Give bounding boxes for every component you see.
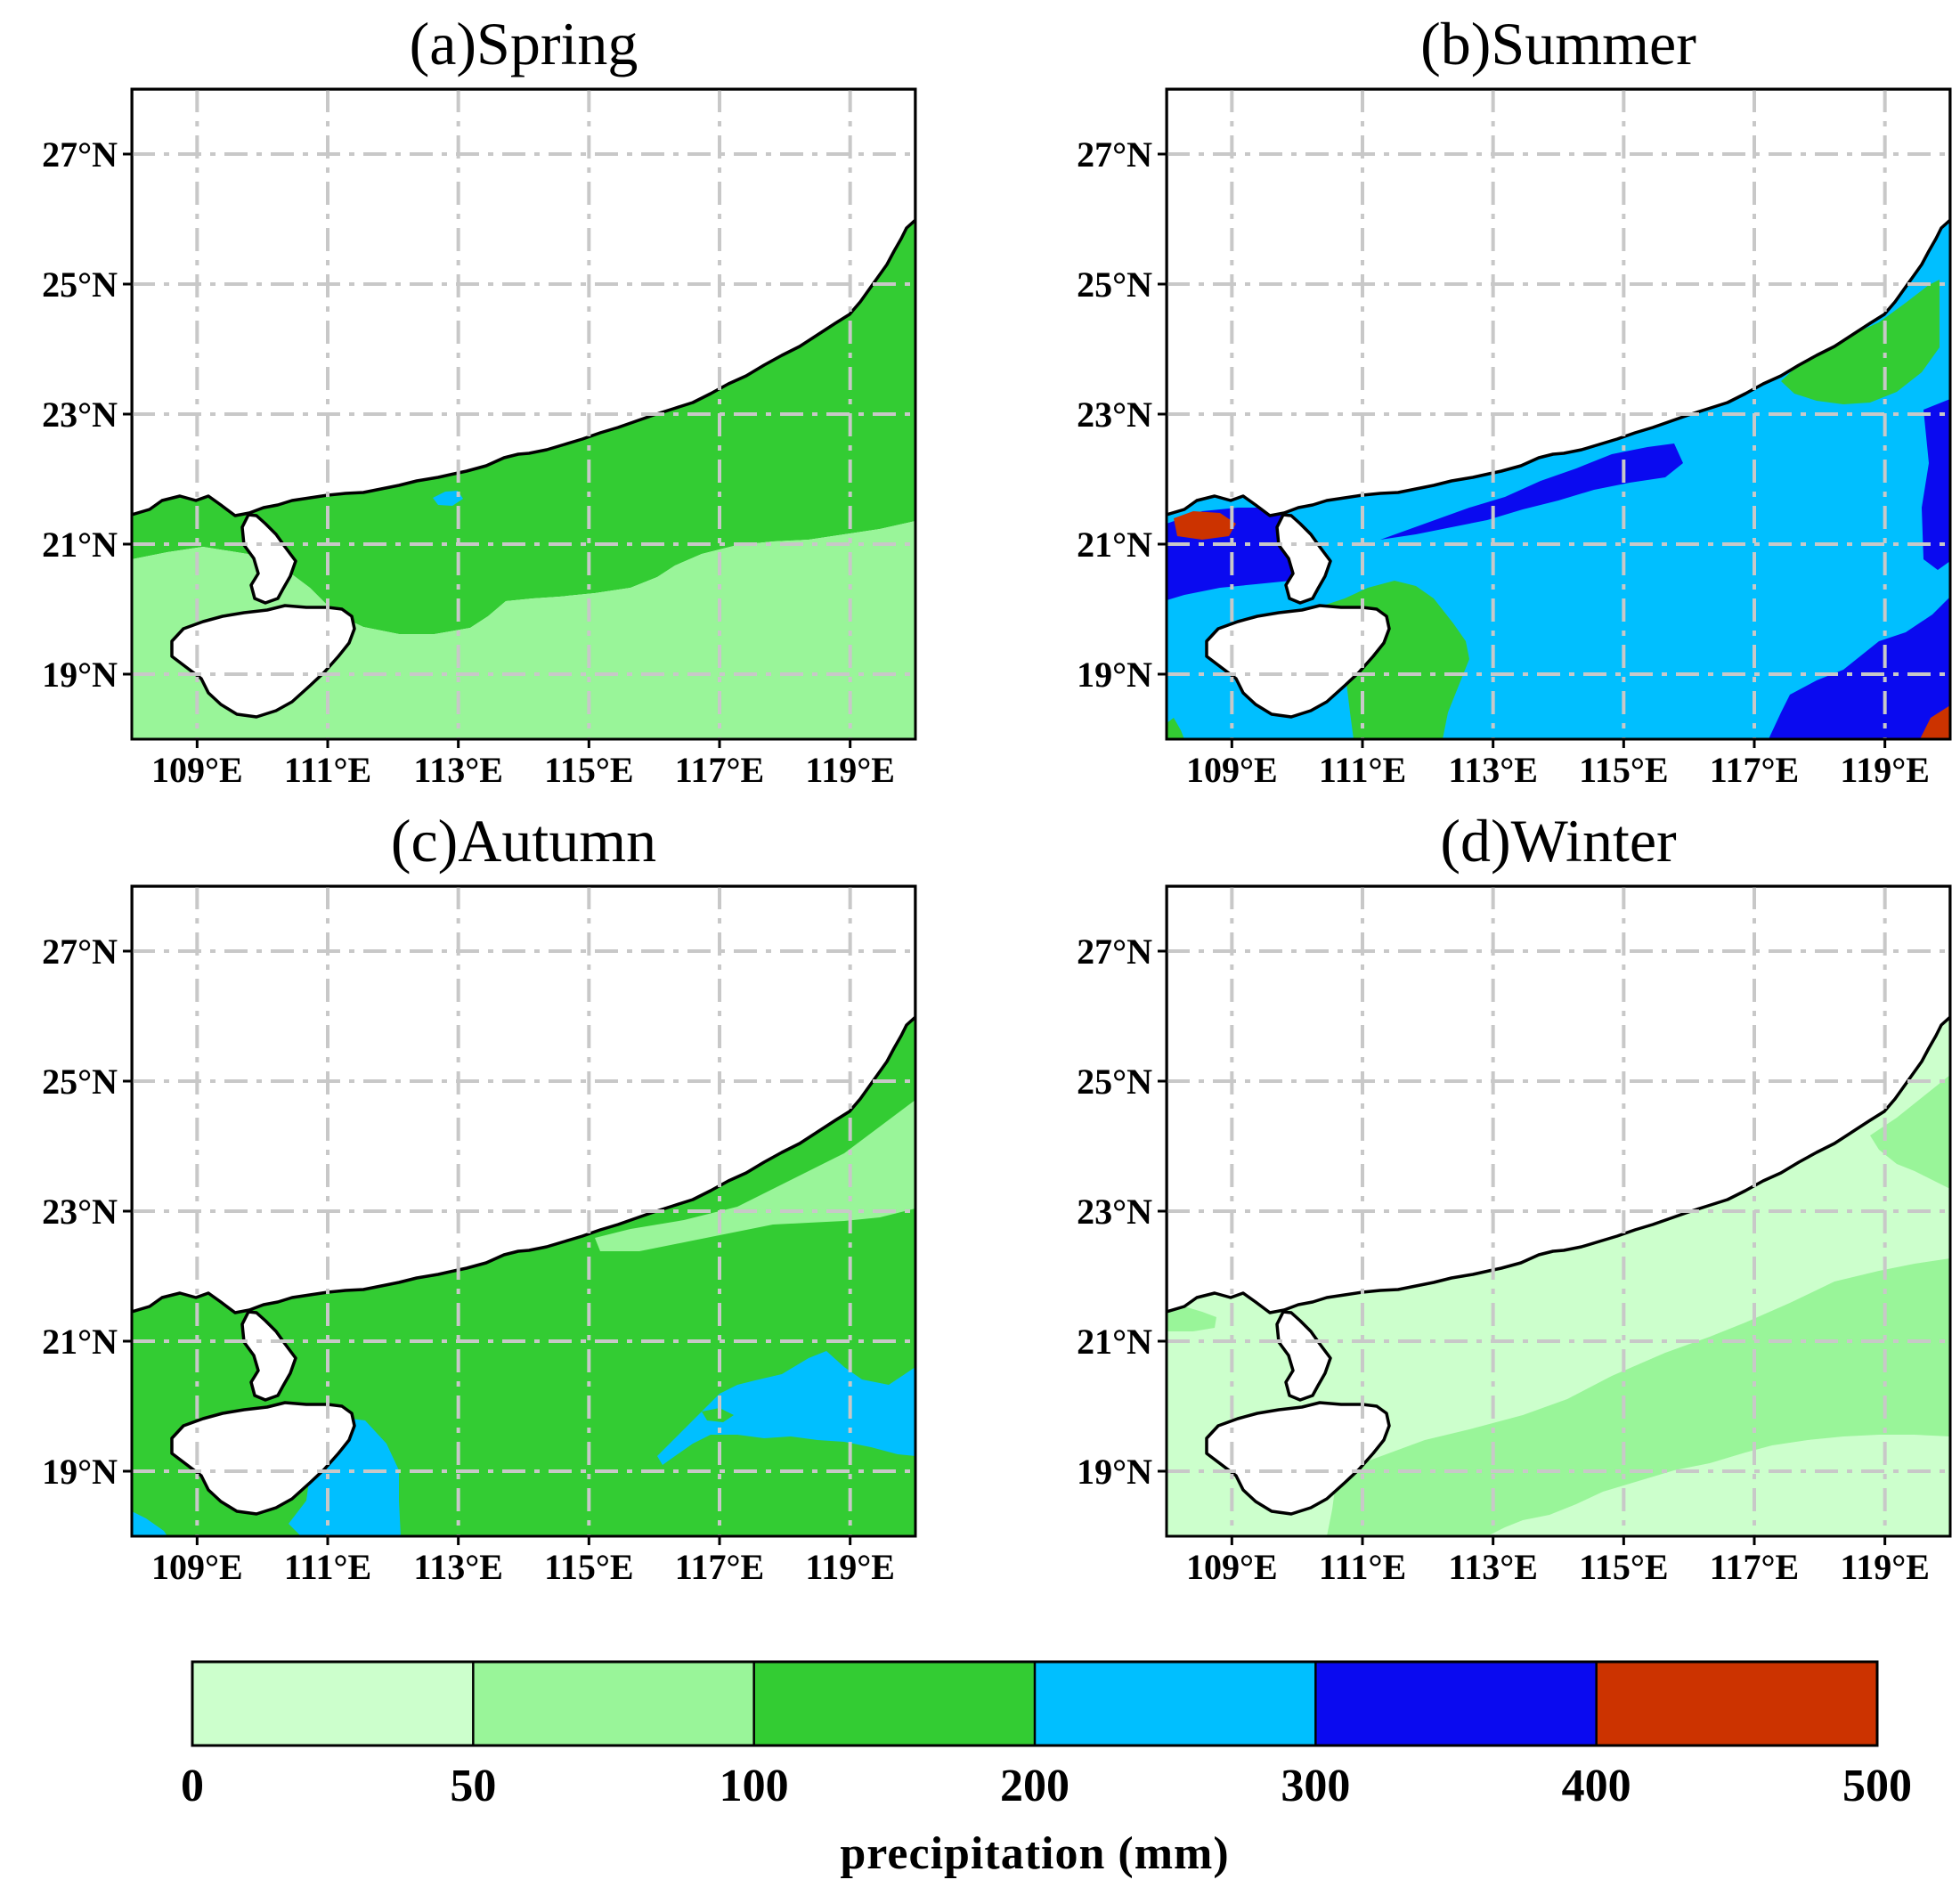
colorbar: 0 50 100 200 300 400 500 precipitation (mm)	[181, 1660, 1912, 1879]
lon-tick-label: 111°E	[284, 1547, 371, 1587]
lon-tick-label: 115°E	[1579, 750, 1668, 790]
lat-tick-label: 27°N	[1077, 134, 1152, 175]
lon-tick-label: 119°E	[1840, 1547, 1929, 1587]
colorbar-tick-label: 500	[1842, 1761, 1912, 1811]
precip-region	[595, 1100, 915, 1251]
lat-tick-label: 25°N	[1077, 264, 1152, 305]
lon-tick-label: 109°E	[1186, 750, 1278, 790]
precip-region	[1380, 443, 1683, 540]
lat-tick-label: 25°N	[42, 1062, 118, 1102]
precip-region	[1167, 718, 1184, 739]
colorbar-bin	[1035, 1662, 1316, 1745]
lat-tick-label: 21°N	[1077, 1322, 1152, 1362]
lon-tick-label: 111°E	[1319, 1547, 1406, 1587]
colorbar-bin	[192, 1662, 474, 1745]
lat-tick-label: 21°N	[42, 1322, 118, 1362]
colorbar-tick-label: 50	[450, 1761, 496, 1811]
colorbar-label: precipitation (mm)	[840, 1828, 1229, 1879]
lat-tick-label: 27°N	[42, 932, 118, 972]
lat-tick-label: 19°N	[42, 655, 118, 695]
map-panel: (a)Spring 109°E 111°E 113°E 115°E 117°E 119°E 2…	[42, 10, 917, 790]
lat-tick-label: 27°N	[42, 134, 118, 175]
lon-tick-label: 117°E	[1710, 1547, 1799, 1587]
colorbar-bin	[1596, 1662, 1878, 1745]
colorbar-tick-label: 0	[181, 1761, 204, 1811]
lat-tick-label: 21°N	[1077, 525, 1152, 565]
lon-tick-label: 109°E	[1186, 1547, 1278, 1587]
lon-tick-label: 117°E	[1710, 750, 1799, 790]
colorbar-tick-label: 200	[1000, 1761, 1069, 1811]
gridlines	[132, 886, 915, 1536]
lat-tick-label: 19°N	[1077, 655, 1152, 695]
precip-region	[1174, 511, 1236, 540]
lon-tick-label: 115°E	[544, 1547, 633, 1587]
map-panel: (d)Winter 109°E 111°E 113°E 115°E 117°E 119°E 2…	[1077, 807, 1952, 1587]
gridlines	[1167, 89, 1950, 739]
panel-title: (c)Autumn	[391, 807, 656, 875]
lon-tick-label: 119°E	[1840, 750, 1929, 790]
lat-tick-label: 23°N	[1077, 395, 1152, 435]
lon-tick-label: 111°E	[1319, 750, 1406, 790]
panel-title: (d)Winter	[1440, 807, 1677, 875]
lat-tick-label: 23°N	[42, 1192, 118, 1232]
precip-region	[132, 521, 915, 739]
precip-region	[1167, 1306, 1216, 1331]
colorbar-tick-label: 100	[720, 1761, 789, 1811]
precip-region	[1922, 399, 1950, 570]
lat-tick-label: 23°N	[1077, 1192, 1152, 1232]
precip-region	[1920, 705, 1950, 739]
colorbar-tick-label: 400	[1562, 1761, 1631, 1811]
lon-tick-label: 117°E	[675, 750, 764, 790]
lon-tick-label: 109°E	[151, 1547, 243, 1587]
precip-region	[132, 1511, 167, 1536]
lon-tick-label: 113°E	[1448, 750, 1537, 790]
lon-tick-label: 119°E	[805, 750, 894, 790]
map-panel: (c)Autumn 109°E 111°E 113°E 115°E 117°E 119°E 2…	[42, 807, 917, 1587]
lon-tick-label: 109°E	[151, 750, 243, 790]
lat-tick-label: 19°N	[1077, 1452, 1152, 1492]
colorbar-tick-label: 300	[1281, 1761, 1350, 1811]
lon-tick-label: 111°E	[284, 750, 371, 790]
precip-region	[1870, 1075, 1950, 1189]
map-panel: (b)Summer 109°E 111°E 113°E 115°E 117°E 119°E 2…	[1077, 10, 1952, 790]
lat-tick-label: 21°N	[42, 525, 118, 565]
lat-tick-label: 23°N	[42, 395, 118, 435]
lon-tick-label: 113°E	[1448, 1547, 1537, 1587]
gridlines	[1167, 886, 1950, 1536]
lon-tick-label: 113°E	[413, 1547, 502, 1587]
lon-tick-label: 117°E	[675, 1547, 764, 1587]
precip-region	[1769, 597, 1950, 739]
colorbar-bin	[1315, 1662, 1598, 1745]
lon-tick-label: 119°E	[805, 1547, 894, 1587]
lat-tick-label: 25°N	[1077, 1062, 1152, 1102]
lon-tick-label: 115°E	[1579, 1547, 1668, 1587]
colorbar-bin	[753, 1662, 1036, 1745]
panel-title: (b)Summer	[1420, 10, 1696, 77]
precip-region	[1327, 1258, 1950, 1536]
lat-tick-label: 25°N	[42, 264, 118, 305]
precip-region	[1781, 280, 1940, 404]
lat-tick-label: 27°N	[1077, 932, 1152, 972]
lon-tick-label: 115°E	[544, 750, 633, 790]
precip-region	[657, 1351, 915, 1465]
lat-tick-label: 19°N	[42, 1452, 118, 1492]
gridlines	[132, 89, 915, 739]
lon-tick-label: 113°E	[413, 750, 502, 790]
panel-title: (a)Spring	[410, 10, 638, 77]
precip-region	[433, 491, 463, 506]
colorbar-bin	[473, 1662, 755, 1745]
